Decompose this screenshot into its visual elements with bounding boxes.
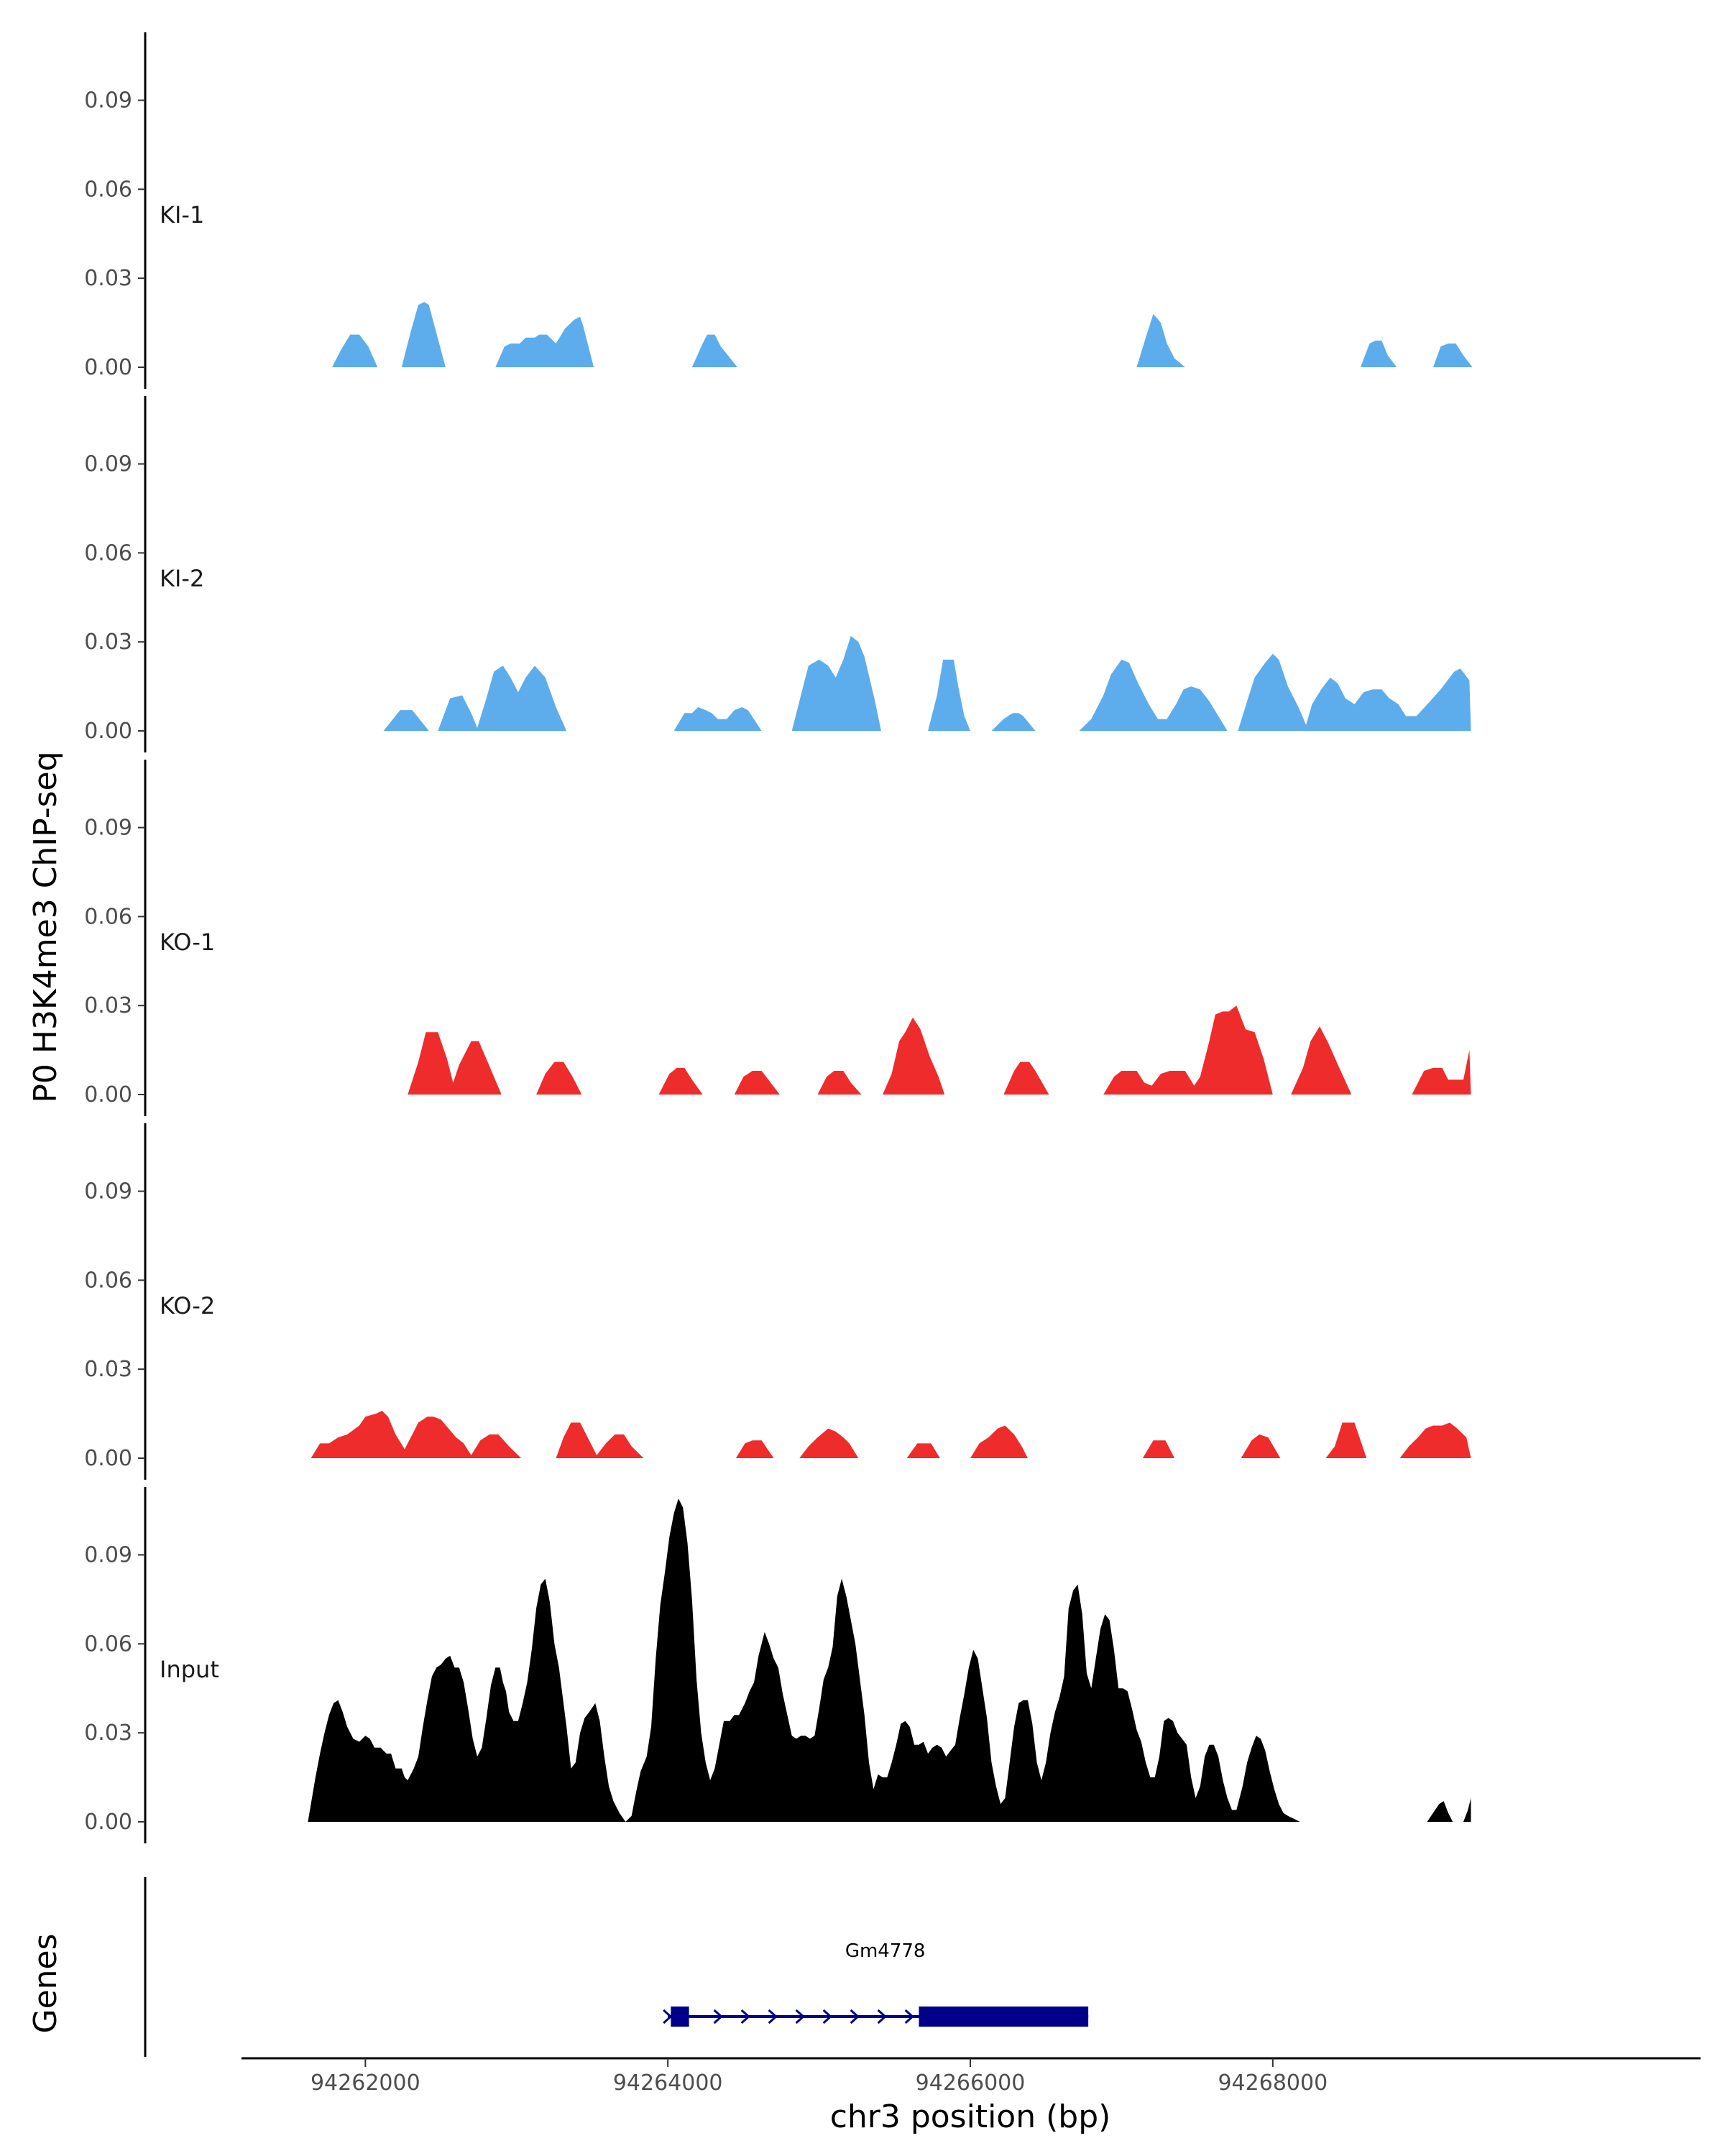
x-tick-label: 94268000	[1218, 2070, 1328, 2096]
x-tick-label: 94264000	[613, 2070, 723, 2096]
y-tick-label: 0.09	[84, 88, 132, 114]
y-tick-label: 0.00	[84, 719, 132, 744]
track-ki-1: 0.00 0.03 0.06 0.09 KI-1	[84, 32, 1473, 389]
track-label: KO-1	[160, 929, 215, 956]
strand-arrow	[713, 2009, 723, 2024]
y-tick-label: 0.03	[84, 266, 132, 291]
strand-arrow	[877, 2009, 887, 2024]
y-tick-label: 0.03	[84, 1357, 132, 1382]
gene-exon	[919, 2007, 1089, 2027]
track-ko-1: 0.00 0.03 0.06 0.09 KO-1	[84, 760, 1471, 1116]
y-tick-label: 0.00	[84, 355, 132, 380]
track-input: 0.00 0.03 0.06 0.09 Input	[84, 1487, 1471, 1843]
y-tick-label: 0.03	[84, 993, 132, 1018]
coverage-area-ko-1	[408, 1005, 1471, 1095]
y-tick-label: 0.06	[84, 904, 132, 929]
tracks-layer: 0.00 0.03 0.06 0.09 KI-1 0.00 0.03 0.06 0.09 KI-2…	[84, 32, 1473, 1843]
y-axis-title: P0 H3K4me3 ChIP-seq	[27, 751, 64, 1102]
x-axis: 94262000 94264000 94266000 94268000	[242, 2057, 1701, 2096]
genes-axis-title: Genes	[27, 1933, 64, 2033]
y-tick-label: 0.06	[84, 1268, 132, 1293]
coverage-area-ki-2	[383, 635, 1471, 731]
track-label: KI-2	[160, 565, 204, 592]
x-axis-title: chr3 position (bp)	[830, 2099, 1111, 2135]
track-label: Input	[160, 1656, 219, 1683]
strand-arrow	[740, 2009, 750, 2024]
y-tick-label: 0.06	[84, 540, 132, 566]
y-tick-label: 0.03	[84, 630, 132, 655]
track-label: KO-2	[160, 1292, 215, 1319]
track-ko-2: 0.00 0.03 0.06 0.09 KO-2	[84, 1123, 1471, 1480]
y-tick-label: 0.09	[84, 1179, 132, 1204]
coverage-area-input	[308, 1498, 1471, 1822]
y-tick-label: 0.00	[84, 1082, 132, 1107]
gene-model: Gm4778	[663, 1940, 1089, 2027]
y-tick-label: 0.06	[84, 177, 132, 202]
y-tick-label: 0.00	[84, 1810, 132, 1835]
strand-arrow	[904, 2009, 914, 2024]
strand-arrow	[822, 2009, 832, 2024]
gene-exon	[671, 2007, 689, 2027]
strand-arrow	[795, 2009, 805, 2024]
gene-name-label: Gm4778	[845, 1940, 926, 1962]
strand-arrow	[768, 2009, 778, 2024]
coverage-area-ko-2	[310, 1411, 1471, 1458]
y-tick-label: 0.03	[84, 1720, 132, 1746]
genes-layer: Gm4778	[144, 1877, 1089, 2057]
y-tick-label: 0.09	[84, 452, 132, 477]
y-tick-label: 0.00	[84, 1446, 132, 1471]
x-tick-label: 94266000	[916, 2070, 1026, 2096]
y-tick-label: 0.06	[84, 1631, 132, 1657]
strand-arrow	[850, 2009, 860, 2024]
track-ki-2: 0.00 0.03 0.06 0.09 KI-2	[84, 396, 1471, 752]
track-label: KI-1	[160, 201, 204, 229]
x-tick-label: 94262000	[310, 2070, 420, 2096]
coverage-area-ki-1	[332, 302, 1473, 367]
y-tick-label: 0.09	[84, 1543, 132, 1568]
strand-arrow	[663, 2009, 673, 2024]
y-tick-label: 0.09	[84, 816, 132, 841]
